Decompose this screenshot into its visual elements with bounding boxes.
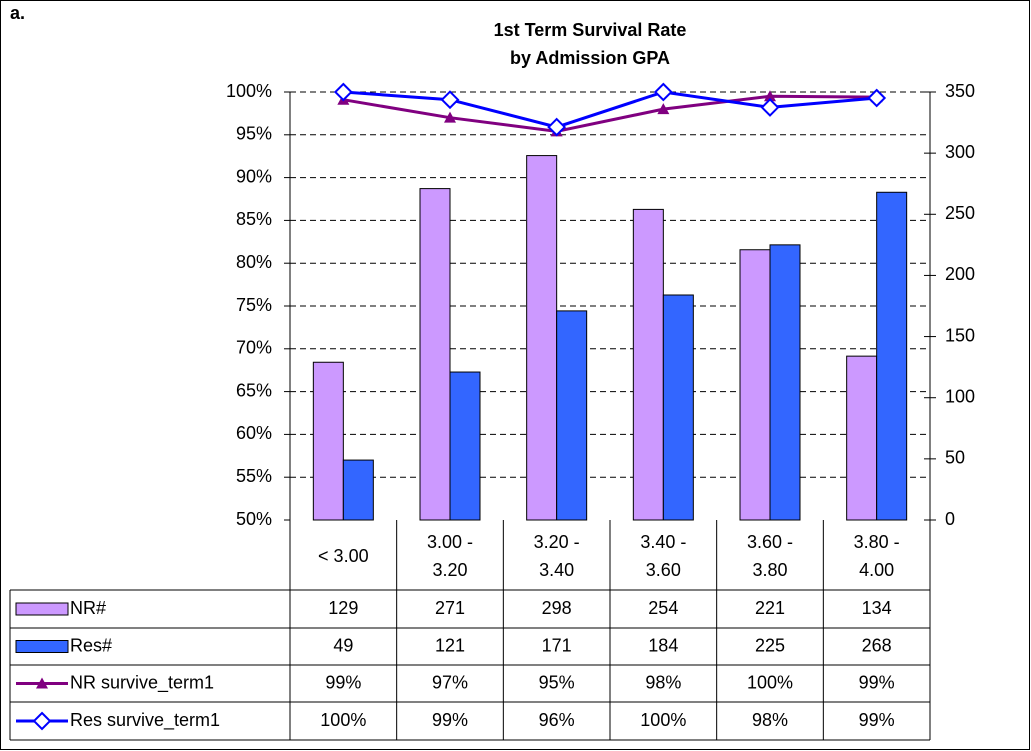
- table-value: 99%: [325, 672, 361, 692]
- panel-label: a.: [10, 3, 25, 23]
- bar: [526, 155, 558, 521]
- table-value: 99%: [432, 710, 468, 730]
- table-value: 98%: [645, 672, 681, 692]
- line-marker: [760, 97, 780, 117]
- legend-label: Res#: [70, 635, 112, 655]
- table-value: 95%: [539, 672, 575, 692]
- table-value: 99%: [859, 710, 895, 730]
- legend-label: NR#: [70, 598, 106, 618]
- x-tick-label: 3.40 - 3.60: [640, 532, 687, 580]
- table-value: 221: [755, 598, 785, 618]
- bar: [419, 188, 451, 521]
- y-tick-label: 50%: [236, 509, 272, 529]
- chart-title: by Admission GPA: [510, 48, 670, 68]
- line-marker: [547, 117, 567, 137]
- table-value: 298: [542, 598, 572, 618]
- line: [343, 94, 877, 133]
- y2-tick-label: 200: [945, 264, 975, 284]
- x-tick-label: 3.60 - 3.80: [746, 532, 793, 580]
- table-value: 184: [648, 635, 678, 655]
- bar: [312, 361, 344, 521]
- y-tick-label: 65%: [236, 380, 272, 400]
- line-marker: [657, 103, 670, 115]
- legend-key: [15, 602, 69, 616]
- table-value: 100%: [640, 710, 686, 730]
- table-value: 100%: [747, 672, 793, 692]
- y-tick-label: 100%: [226, 81, 272, 101]
- line-marker: [764, 90, 776, 102]
- legend-key: [15, 640, 69, 653]
- table-value: 171: [542, 635, 572, 655]
- y2-tick-label: 100: [945, 386, 975, 406]
- x-tick-label: 3.20 - 3.40: [533, 532, 580, 580]
- line-marker: [333, 82, 353, 102]
- y-tick-label: 90%: [236, 166, 272, 186]
- line-marker: [867, 88, 887, 108]
- y2-tick-label: 250: [945, 203, 975, 223]
- x-tick-label: 3.80 - 4.00: [853, 532, 900, 580]
- y-tick-label: 70%: [236, 338, 272, 358]
- table-value: 254: [648, 598, 678, 618]
- line-marker: [653, 82, 673, 102]
- bar: [556, 310, 588, 521]
- table-value: 121: [435, 635, 465, 655]
- y-tick-label: 55%: [236, 466, 272, 486]
- table-value: 49: [333, 635, 353, 655]
- legend-label: Res survive_term1: [70, 710, 220, 731]
- legend-marker: [36, 677, 48, 689]
- bar: [876, 191, 908, 521]
- y2-tick-label: 0: [945, 509, 955, 529]
- table-value: 129: [328, 598, 358, 618]
- y2-tick-label: 50: [945, 448, 965, 468]
- line-marker: [444, 111, 456, 123]
- bar: [662, 294, 694, 521]
- y-tick-label: 85%: [236, 209, 272, 229]
- line-marker: [440, 90, 460, 110]
- line: [343, 90, 877, 129]
- table-value: 225: [755, 635, 785, 655]
- y2-tick-label: 300: [945, 142, 975, 162]
- table-value: 99%: [859, 672, 895, 692]
- bar: [739, 249, 771, 521]
- y-tick-label: 60%: [236, 423, 272, 443]
- bar: [769, 244, 801, 521]
- y-tick-label: 75%: [236, 295, 272, 315]
- table-value: 96%: [539, 710, 575, 730]
- bar: [449, 371, 481, 521]
- x-tick-label: < 3.00: [318, 546, 369, 566]
- y-tick-label: 95%: [236, 124, 272, 144]
- legend-marker: [32, 711, 52, 731]
- bar: [342, 459, 374, 521]
- table-value: 97%: [432, 672, 468, 692]
- x-tick-label: 3.00 - 3.20: [426, 532, 473, 580]
- y-tick-label: 80%: [236, 252, 272, 272]
- legend-label: NR survive_term1: [70, 672, 214, 693]
- bar: [846, 355, 878, 521]
- y2-tick-label: 350: [945, 81, 975, 101]
- table-value: 271: [435, 598, 465, 618]
- table-value: 268: [862, 635, 892, 655]
- chart-title: 1st Term Survival Rate: [494, 20, 687, 40]
- y2-tick-label: 150: [945, 325, 975, 345]
- table-value: 100%: [320, 710, 366, 730]
- table-value: 134: [862, 598, 892, 618]
- table-value: 98%: [752, 710, 788, 730]
- bar: [632, 208, 664, 521]
